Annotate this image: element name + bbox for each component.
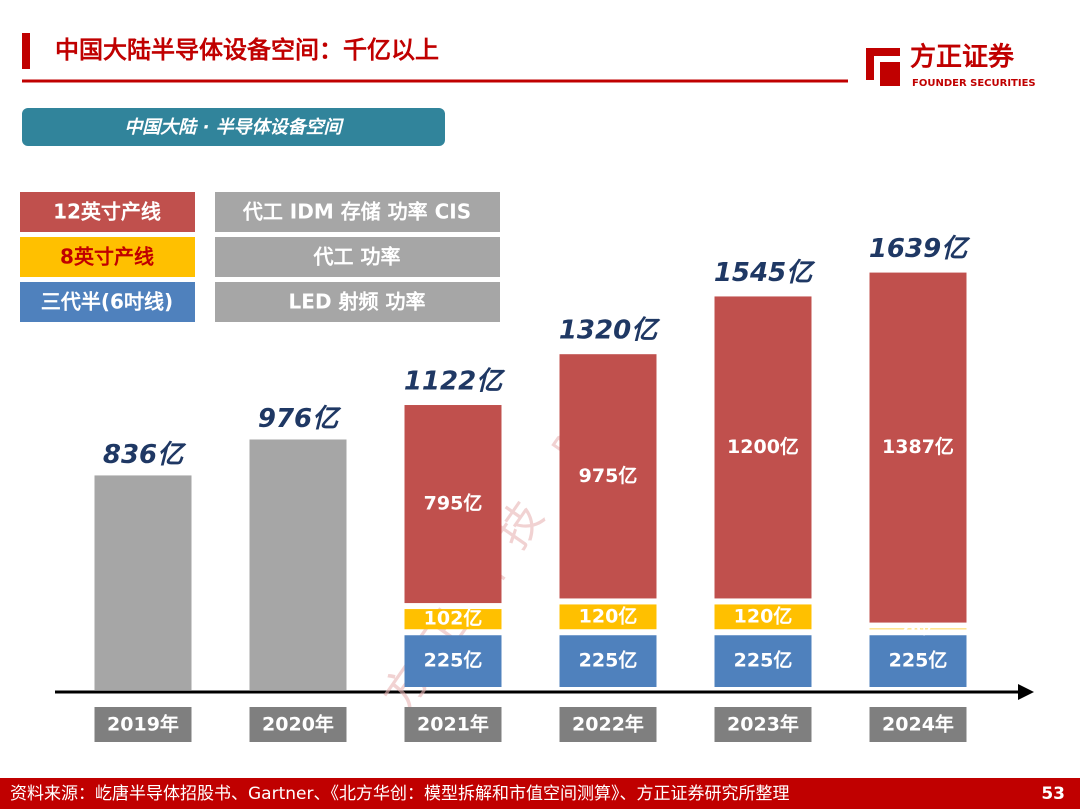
total-bar <box>94 475 192 690</box>
segment-label: 225亿 <box>424 649 483 672</box>
bar-segment <box>869 272 967 623</box>
segment-label: 120亿 <box>734 604 793 627</box>
legend-swatch <box>20 237 195 277</box>
legend-label: 三代半(6吋线) <box>41 290 173 314</box>
legend-label: 8英寸产线 <box>60 245 154 269</box>
bar-segment <box>869 635 967 687</box>
segment-label: 1387亿 <box>882 435 954 458</box>
x-tick-box <box>404 707 502 742</box>
bar-segment <box>714 604 812 630</box>
bar-segment <box>404 635 502 687</box>
segment-label: 26亿 <box>900 619 936 637</box>
bar-segment <box>869 628 967 630</box>
segment-label: 1200亿 <box>727 435 799 458</box>
legend-desc-box <box>215 237 500 277</box>
segment-label: 795亿 <box>424 492 483 515</box>
segment-label: 975亿 <box>579 464 638 487</box>
segment-label: 225亿 <box>889 649 948 672</box>
segment-label: 120亿 <box>579 604 638 627</box>
subtitle: 中国大陆 · 半导体设备空间 <box>124 117 344 138</box>
bar-segment <box>559 354 657 599</box>
segment-label: 102亿 <box>424 607 483 630</box>
segment-label: 225亿 <box>734 649 793 672</box>
bar-segment <box>714 635 812 687</box>
logo-en: FOUNDER SECURITIES <box>912 78 1036 89</box>
x-tick-box <box>714 707 812 742</box>
bar-segment <box>404 609 502 630</box>
total-label: 836亿 <box>103 440 187 470</box>
legend-swatch <box>20 282 195 322</box>
x-tick-box <box>559 707 657 742</box>
bar-segment <box>559 635 657 687</box>
x-tick-label: 2024年 <box>882 713 954 736</box>
logo-icon <box>866 48 900 86</box>
x-tick-label: 2019年 <box>107 713 179 736</box>
x-tick-label: 2022年 <box>572 713 644 736</box>
bar-segment <box>714 296 812 599</box>
title-accent <box>22 33 30 69</box>
x-tick-box <box>94 707 192 742</box>
total-label: 976亿 <box>258 404 342 434</box>
footer-bar <box>0 778 1080 809</box>
total-bar <box>249 439 347 690</box>
axis-arrow <box>1018 684 1034 700</box>
total-label: 1545亿 <box>714 258 816 288</box>
segment-label: 225亿 <box>579 649 638 672</box>
bar-segment <box>559 604 657 630</box>
legend-desc-box <box>215 192 500 232</box>
legend-desc: 代工 功率 <box>313 245 401 269</box>
bar-segment <box>404 405 502 604</box>
x-tick-box <box>869 707 967 742</box>
total-label: 1320亿 <box>559 316 661 346</box>
x-tick-label: 2023年 <box>727 713 799 736</box>
subtitle-box <box>22 108 445 146</box>
x-tick-box <box>249 707 347 742</box>
title: 中国大陆半导体设备空间：千亿以上 <box>55 36 439 64</box>
x-tick-label: 2021年 <box>417 713 489 736</box>
total-label: 1122亿 <box>404 367 506 397</box>
legend-desc-box <box>215 282 500 322</box>
page-number: 53 <box>1041 784 1065 804</box>
legend-desc: LED 射频 功率 <box>289 290 426 314</box>
source: 资料来源：屹唐半导体招股书、Gartner、《北方华创：模型拆解和市值空间测算》… <box>10 783 789 804</box>
legend-swatch <box>20 192 195 232</box>
x-tick-label: 2020年 <box>262 713 334 736</box>
logo-text: 方正证券 <box>910 42 1015 73</box>
total-label: 1639亿 <box>869 234 971 264</box>
legend-label: 12英寸产线 <box>53 200 161 224</box>
legend-desc: 代工 IDM 存储 功率 CIS <box>242 200 471 224</box>
